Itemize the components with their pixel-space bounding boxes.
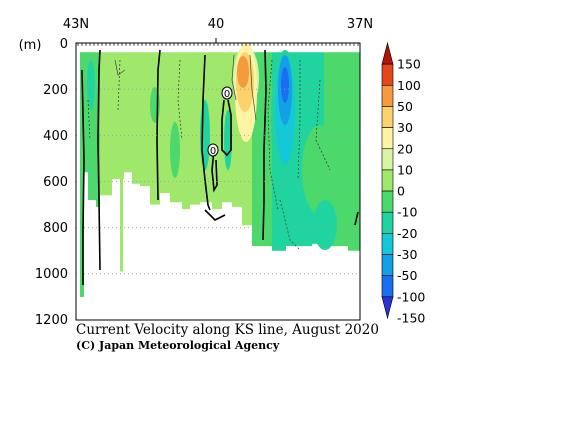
field-column <box>88 52 96 200</box>
velocity-patch <box>170 122 180 178</box>
contour-positive <box>114 59 126 76</box>
contour-zero <box>221 99 232 157</box>
contour-zero <box>97 49 101 271</box>
colorbar-swatch <box>381 169 394 192</box>
contour-negative <box>177 59 183 141</box>
x-tick-label-37n: 37N <box>347 17 373 32</box>
contour-zero <box>201 54 211 211</box>
contour-lines <box>81 49 359 285</box>
svg-text:0: 0 <box>224 89 230 100</box>
velocity-patch <box>87 60 95 110</box>
field-column <box>262 52 272 247</box>
colorbar-swatch <box>381 211 394 234</box>
contour-zero <box>211 149 218 193</box>
field-column <box>80 52 84 297</box>
contour-zero <box>156 49 161 201</box>
contour-negative <box>87 99 91 141</box>
colorbar-swatch <box>381 63 394 86</box>
y-tick-label-0: 0 <box>60 37 68 52</box>
y-tick-label-400: 400 <box>43 129 68 144</box>
contour-negative <box>315 79 331 171</box>
colorbar-swatch <box>381 85 394 107</box>
velocity-patch <box>313 200 337 250</box>
colorbar-swatch <box>381 233 394 255</box>
velocity-patch <box>302 125 338 215</box>
contour-zero <box>262 49 267 241</box>
x-tick-label-40: 40 <box>208 17 225 32</box>
colorbar-swatch <box>381 127 394 150</box>
colorbar-label: -30 <box>397 247 417 262</box>
field-column <box>84 52 88 173</box>
velocity-field <box>80 43 360 297</box>
velocity-patch <box>281 67 289 103</box>
field-column <box>112 52 124 180</box>
velocity-patch <box>237 56 249 88</box>
field-column <box>348 52 360 251</box>
colorbar-label: 150 <box>397 57 421 72</box>
contour-negative <box>297 60 301 181</box>
contour-negative <box>279 199 301 251</box>
contour-negative <box>117 59 121 111</box>
y-tick-label-1000: 1000 <box>35 267 68 282</box>
field-column <box>232 52 242 207</box>
contour-zero <box>354 211 359 226</box>
colorbar-label: 50 <box>397 99 413 114</box>
colorbar-swatch <box>381 148 394 171</box>
contour-negative <box>267 59 279 211</box>
y-tick-label-1200: 1200 <box>35 313 68 328</box>
field-column <box>336 52 348 247</box>
colorbar-swatch <box>381 106 394 128</box>
colorbar-label: -10 <box>397 205 417 220</box>
contour-label: 0 <box>207 143 219 157</box>
y-tick-label-600: 600 <box>43 175 68 190</box>
colorbar-label: -100 <box>397 289 425 304</box>
y-tick-label-800: 800 <box>43 221 68 236</box>
contour-positive <box>231 54 237 101</box>
colorbar-swatch <box>381 190 394 213</box>
svg-text:0: 0 <box>210 146 216 157</box>
colorbar-swatch <box>381 275 394 298</box>
field-column <box>124 52 132 173</box>
station-ticks <box>77 38 359 46</box>
contour-zero <box>81 69 85 285</box>
field-column <box>190 52 200 205</box>
colorbar-label: 30 <box>397 120 413 135</box>
colorbar-label: 100 <box>397 78 421 93</box>
colorbar-swatch <box>381 296 394 320</box>
contour-positive <box>249 54 257 121</box>
x-tick-label-43n: 43N <box>63 17 89 32</box>
grid-lines <box>76 88 360 275</box>
colorbar-label: -50 <box>397 268 417 283</box>
velocity-patch <box>150 87 160 123</box>
field-column <box>140 52 150 187</box>
field-column <box>120 172 123 272</box>
field-column <box>132 52 140 184</box>
contour-zero <box>204 209 226 221</box>
contour-label: 0 <box>221 86 233 100</box>
field-column <box>252 52 262 247</box>
colorbar-label: 20 <box>397 141 413 156</box>
colorbar-swatch <box>381 41 394 65</box>
y-tick-label-200: 200 <box>43 83 68 98</box>
field-column <box>150 52 160 205</box>
chart-title: Current Velocity along KS line, August 2… <box>76 322 379 338</box>
field-column <box>100 52 112 196</box>
colorbar-label: 10 <box>397 162 413 177</box>
credit-text: (C) Japan Meteorological Agency <box>76 339 280 352</box>
field-column <box>160 52 170 194</box>
colorbar-label: 0 <box>397 184 405 199</box>
colorbar <box>381 41 394 320</box>
colorbar-label: -150 <box>397 311 425 326</box>
colorbar-label: -20 <box>397 226 417 241</box>
y-axis-label: (m) <box>19 38 42 53</box>
field-column <box>182 52 190 210</box>
field-column <box>212 52 222 210</box>
colorbar-swatch <box>381 254 394 276</box>
